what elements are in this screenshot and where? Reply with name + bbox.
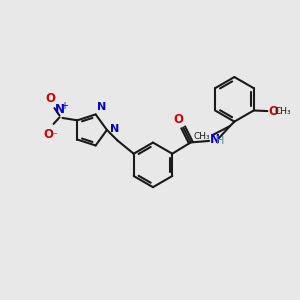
Text: O: O	[268, 105, 278, 118]
Text: +: +	[60, 101, 68, 111]
Text: N: N	[97, 102, 106, 112]
Text: O: O	[44, 128, 53, 141]
Text: N: N	[110, 124, 119, 134]
Text: O: O	[46, 92, 56, 106]
Text: CH₃: CH₃	[274, 106, 291, 116]
Text: CH₃: CH₃	[193, 132, 210, 141]
Text: O: O	[174, 113, 184, 126]
Text: N: N	[210, 133, 220, 146]
Text: N: N	[55, 103, 64, 116]
Text: H: H	[216, 136, 225, 146]
Text: ⁻: ⁻	[51, 131, 57, 141]
